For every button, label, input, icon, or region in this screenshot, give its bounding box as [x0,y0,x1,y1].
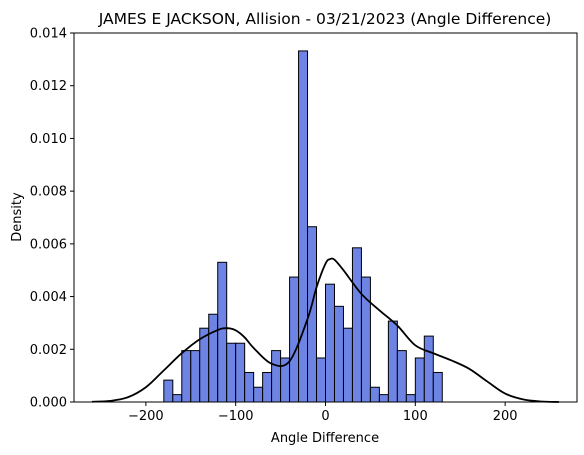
histogram-bar [423,335,434,403]
histogram-bar [342,327,353,403]
histogram-bar [432,371,443,403]
y-tick-label: 0.012 [30,79,67,94]
histogram-bar [190,350,201,403]
histogram-bar [289,276,300,403]
histogram-bar [387,320,398,403]
histogram-bar [244,371,255,403]
histogram-bar [208,313,219,403]
y-axis-ticks: 0.000 0.002 0.004 0.006 0.008 0.010 0.012 0.014 [30,27,74,411]
y-tick-label: 0.000 [30,396,67,411]
x-tick-label: 0 [321,409,329,424]
histogram-bar [235,342,246,403]
histogram-bars [163,50,443,403]
y-tick-label: 0.006 [30,237,67,252]
y-tick-label: 0.002 [30,343,67,358]
x-tick-label: −100 [218,409,254,424]
y-tick-label: 0.004 [30,290,67,305]
kde-layer [91,257,560,403]
histogram-bar [378,394,389,403]
histogram-bar [316,357,326,403]
histogram-bar [253,386,264,403]
histogram-bar [181,350,192,403]
histogram-bar [217,261,228,403]
x-tick-label: 100 [403,409,428,424]
y-tick-label: 0.014 [30,27,67,42]
histogram-bar [414,357,425,403]
y-tick-label: 0.010 [30,132,67,147]
y-tick-label: 0.008 [30,185,67,200]
histogram-bar [333,305,344,403]
histogram-bar [172,394,183,403]
histogram-bar [351,247,362,403]
histogram-bar [271,350,282,403]
x-tick-label: −200 [128,409,164,424]
histogram-bar [325,283,335,403]
histogram-bar [298,50,309,403]
histogram-bar [405,394,416,403]
y-axis-label: Density [10,192,25,242]
histogram-bar [163,379,174,403]
kde-curve [91,257,560,403]
histogram-bar [369,386,380,403]
x-tick-label: 200 [493,409,518,424]
chart-title: JAMES E JACKSON, Allision - 03/21/2023 (… [98,10,552,28]
histogram-bar [396,350,407,403]
histogram-bar [226,342,237,403]
x-axis-label: Angle Difference [271,431,379,446]
histogram-bar [262,371,273,403]
x-axis-ticks: −200 −100 0 100 200 [128,402,518,424]
